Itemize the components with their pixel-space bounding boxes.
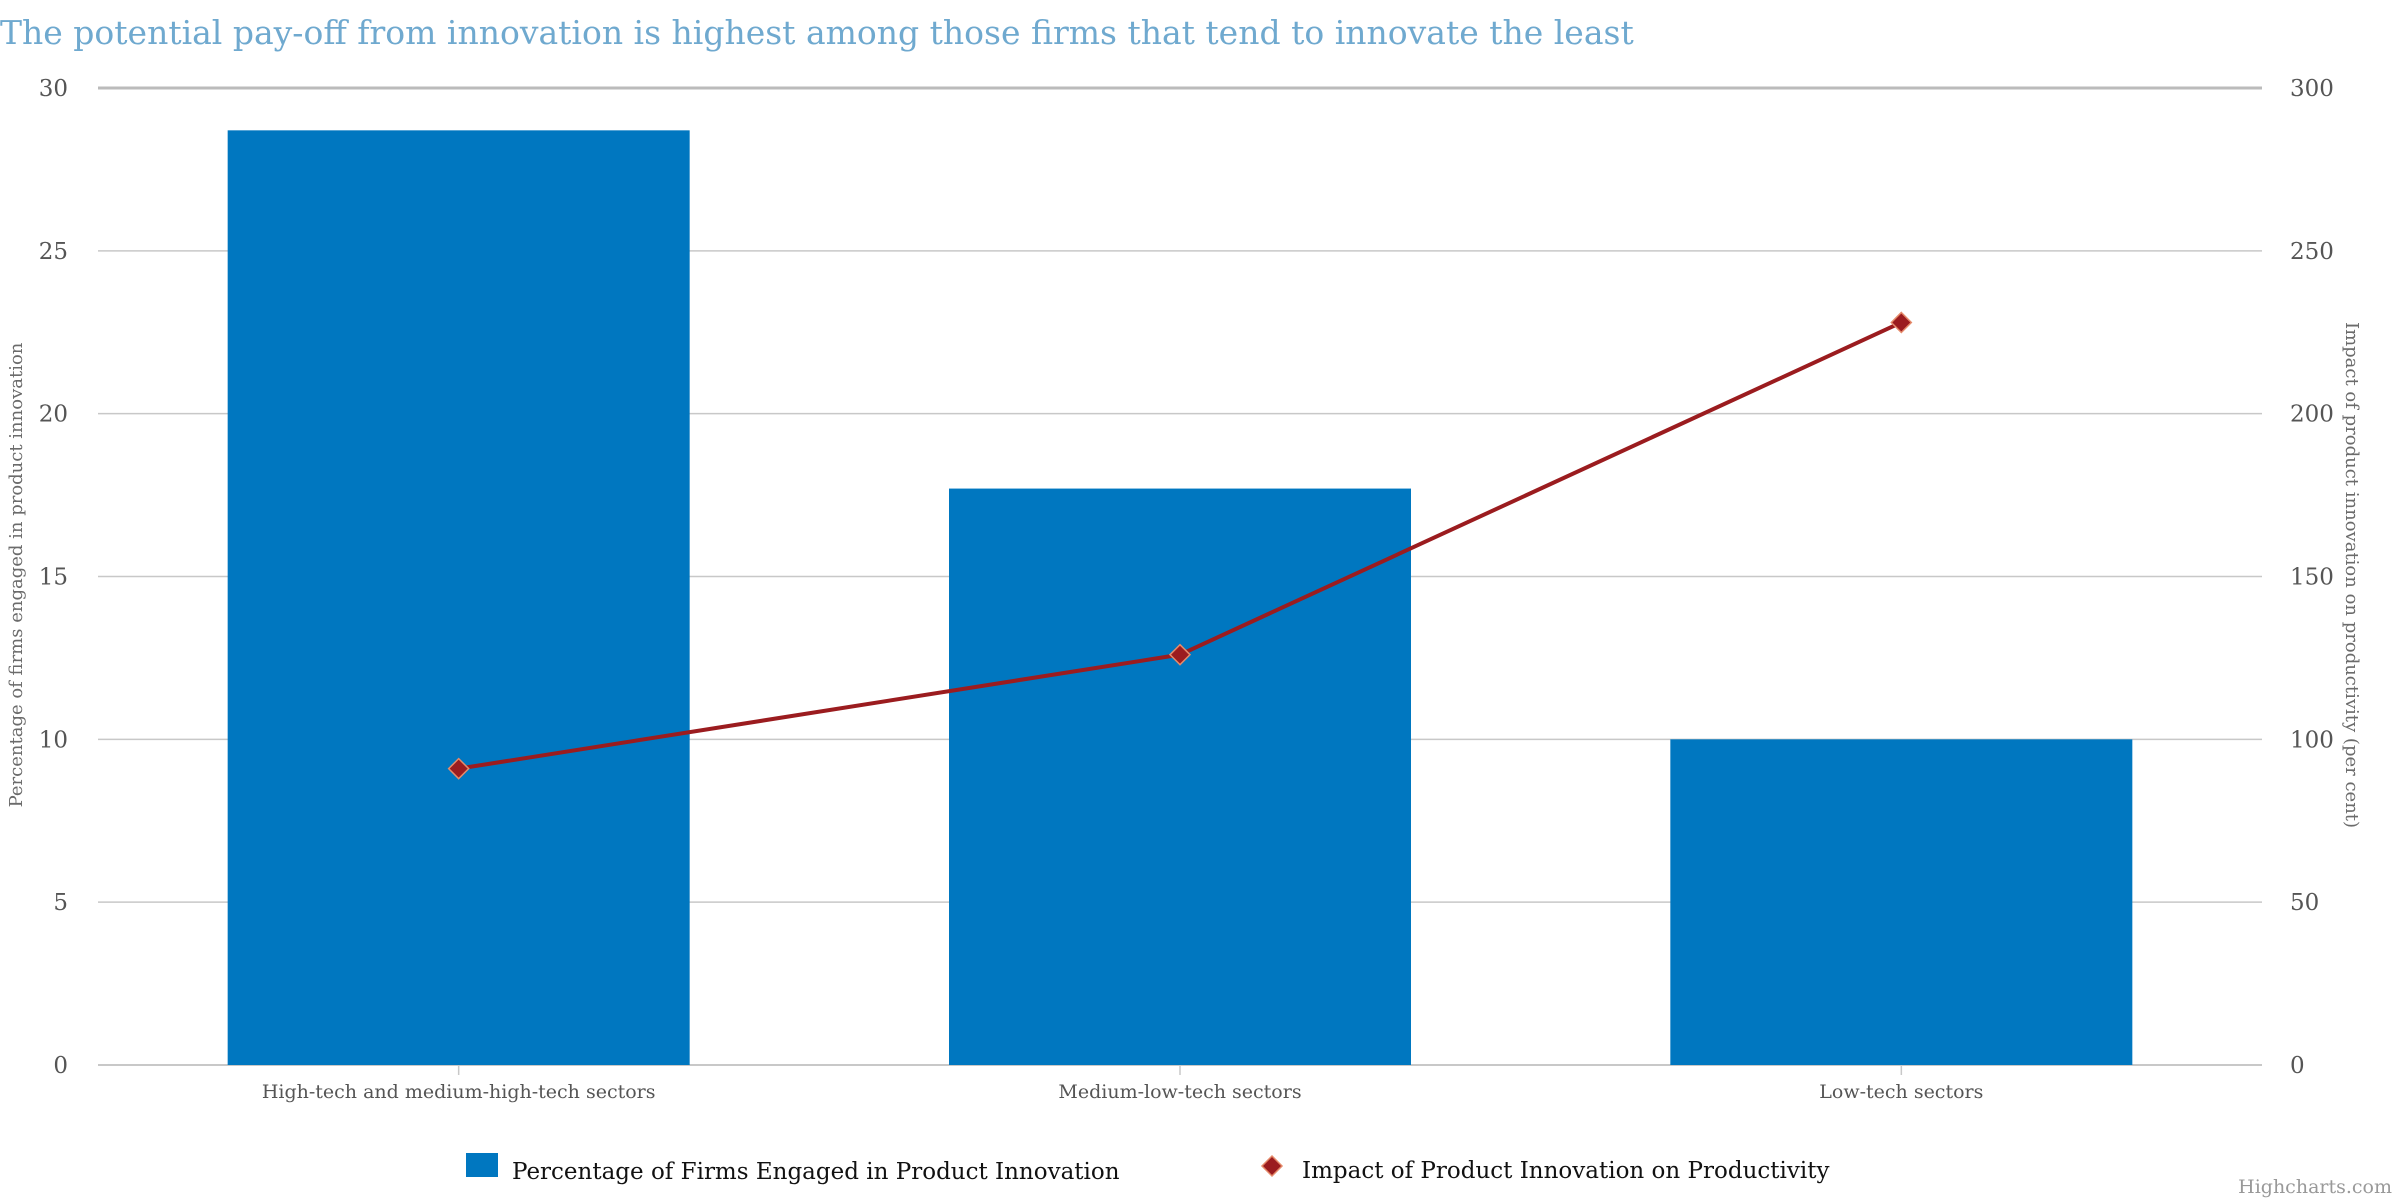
right-axis-ticks: 0 50 100 150 200 250 300: [2290, 76, 2334, 1079]
right-axis-title: Impact of product innovation on producti…: [2341, 322, 2362, 828]
legend-line-label[interactable]: Impact of Product Innovation on Producti…: [1302, 1158, 1829, 1184]
legend-bar-label[interactable]: Percentage of Firms Engaged in Product I…: [512, 1159, 1120, 1185]
category-label: Low-tech sectors: [1819, 1081, 1983, 1103]
right-tick-label: 100: [2290, 727, 2334, 753]
left-tick-label: 0: [53, 1053, 68, 1079]
right-tick-label: 50: [2290, 890, 2319, 916]
category-labels: High-tech and medium-high-tech sectors Me…: [262, 1065, 1983, 1103]
line-series: [447, 311, 1913, 780]
bar: [227, 130, 690, 1065]
category-label: High-tech and medium-high-tech sectors: [262, 1081, 656, 1103]
data-point-marker: [447, 757, 470, 780]
right-tick-label: 250: [2290, 239, 2334, 265]
data-point-marker: [1890, 311, 1913, 334]
bar: [949, 488, 1411, 1065]
left-tick-label: 15: [39, 565, 68, 591]
data-point-marker: [1168, 643, 1192, 666]
category-label: Medium-low-tech sectors: [1058, 1081, 1301, 1103]
left-tick-label: 5: [53, 890, 68, 916]
left-tick-label: 10: [39, 727, 68, 753]
right-tick-label: 150: [2290, 565, 2334, 591]
legend-line-marker[interactable]: [1260, 1154, 1284, 1178]
legend[interactable]: Percentage of Firms Engaged in Product I…: [466, 1153, 1829, 1185]
left-axis-title: Percentage of firms engaged in product i…: [6, 342, 27, 807]
right-tick-label: 0: [2290, 1053, 2305, 1079]
left-tick-label: 25: [39, 239, 68, 265]
right-tick-label: 300: [2290, 76, 2334, 102]
bars: [227, 130, 2133, 1065]
left-tick-label: 20: [39, 402, 68, 428]
chart-title: The potential pay-off from innovation is…: [0, 13, 1634, 52]
credits[interactable]: Highcharts.com: [2238, 1176, 2392, 1198]
left-axis-ticks: 0 5 10 15 20 25 30: [39, 76, 68, 1079]
bar: [1670, 739, 2133, 1065]
right-tick-label: 200: [2290, 402, 2334, 428]
legend-bar-swatch[interactable]: [466, 1153, 498, 1177]
left-tick-label: 30: [39, 76, 68, 102]
